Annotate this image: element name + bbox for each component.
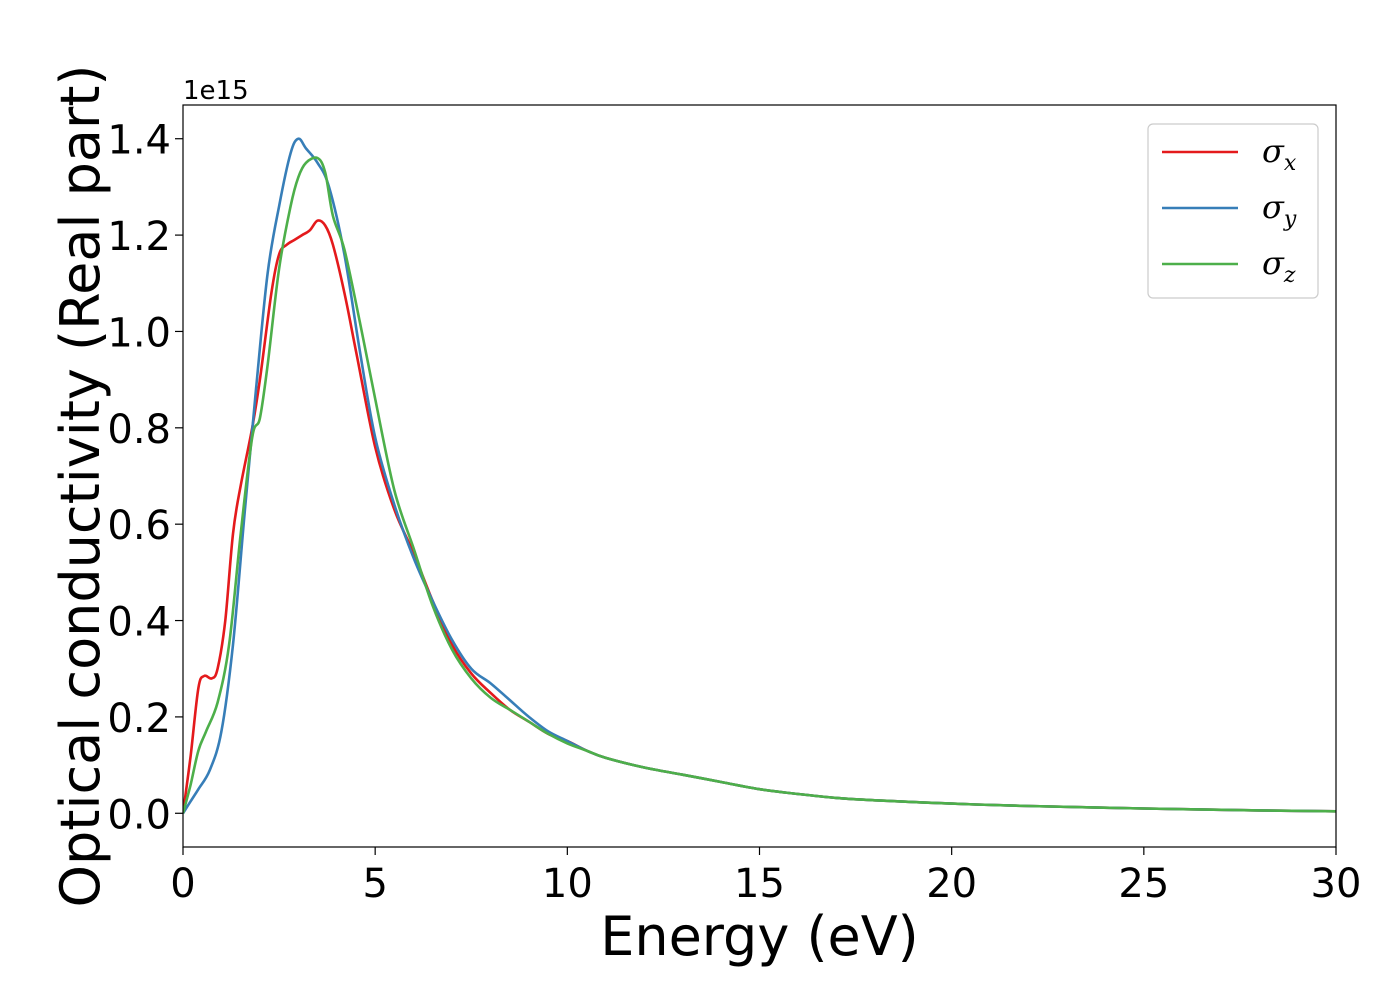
y-tick-label: 1.0 xyxy=(107,310,171,356)
y-offset-label: 1e15 xyxy=(183,76,249,106)
x-tick-label: 15 xyxy=(734,861,785,907)
legend-label-sigma-y: σy xyxy=(1262,188,1297,232)
legend-label-sigma-x: σx xyxy=(1262,132,1297,176)
legend-label-sigma-z: σz xyxy=(1262,244,1296,288)
x-tick-label: 0 xyxy=(170,861,195,907)
y-tick-label: 0.4 xyxy=(107,600,171,646)
y-tick-label: 0.8 xyxy=(107,407,171,453)
series-layer xyxy=(183,137,1336,815)
x-axis-title: Energy (eV) xyxy=(600,905,919,968)
x-tick-label: 20 xyxy=(926,861,977,907)
y-axis-ticks: 0.0 0.2 0.4 0.6 0.8 1.0 1.2 1.4 xyxy=(107,118,183,838)
y-tick-label: 1.2 xyxy=(107,214,171,260)
series-line-sigma-z xyxy=(183,156,1336,814)
x-tick-label: 25 xyxy=(1118,861,1169,907)
x-tick-label: 10 xyxy=(542,861,593,907)
y-tick-label: 0.6 xyxy=(107,503,171,549)
x-tick-label: 30 xyxy=(1311,861,1362,907)
y-tick-label: 0.0 xyxy=(107,792,171,838)
y-axis-title: Optical conductivity (Real part) xyxy=(49,65,112,908)
x-axis-ticks: 0 5 10 15 20 25 30 xyxy=(170,847,1361,907)
y-tick-label: 0.2 xyxy=(107,696,171,742)
x-tick-label: 5 xyxy=(362,861,387,907)
legend: σx σy σz xyxy=(1147,123,1319,299)
y-tick-label: 1.4 xyxy=(107,118,171,164)
legend-box xyxy=(1147,123,1319,299)
